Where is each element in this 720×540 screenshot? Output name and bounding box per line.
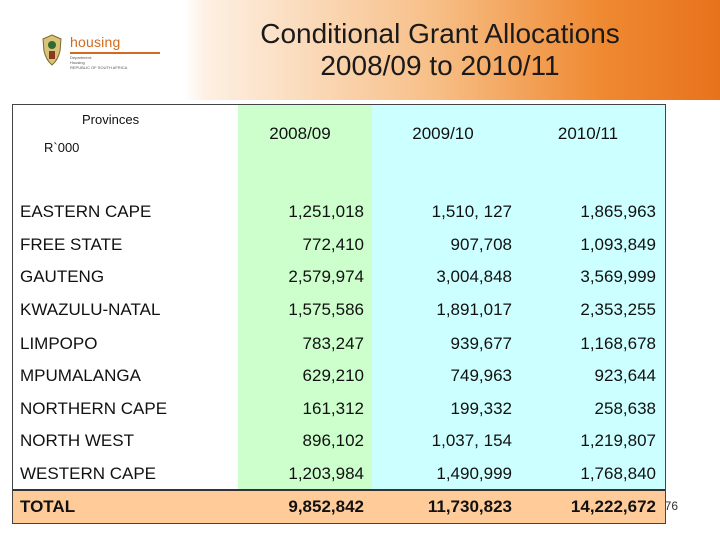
- province-name: GAUTENG: [20, 267, 105, 286]
- province-name: EASTERN CAPE: [20, 202, 152, 221]
- province-name: LIMPOPO: [20, 334, 98, 353]
- value-2008-09: 783,247: [302, 334, 364, 353]
- value-2010-11: 1,768,840: [580, 464, 656, 483]
- table-row: GAUTENG 2,579,974 3,004,848 3,569,999: [0, 267, 720, 299]
- table-row: NORTHERN CAPE 161,312 199,332 258,638: [0, 399, 720, 431]
- value-2009-10: 907,708: [450, 235, 512, 254]
- province-column-bg: [12, 104, 238, 490]
- value-2009-10: 199,332: [450, 399, 512, 418]
- header-unit: R`000: [44, 140, 80, 155]
- value-2009-10: 749,963: [450, 366, 512, 385]
- value-2009-10: 1,037, 154: [431, 431, 512, 450]
- value-2010-11: 1,168,678: [580, 334, 656, 353]
- table-row: NORTH WEST 896,102 1,037, 154 1,219,807: [0, 431, 720, 463]
- logo-sub-department: Department:: [70, 55, 93, 60]
- value-2008-09: 1,575,586: [288, 300, 364, 319]
- value-2008-09: 1,203,984: [288, 464, 364, 483]
- year-2009-2010-columns-bg: [372, 104, 666, 490]
- value-2008-09: 1,251,018: [288, 202, 364, 221]
- value-2010-11: 3,569,999: [580, 267, 656, 286]
- table-row: WESTERN CAPE 1,203,984 1,490,999 1,768,8…: [0, 464, 720, 496]
- header-provinces: Provinces: [82, 112, 140, 127]
- province-name: NORTH WEST: [20, 431, 134, 450]
- logo-sub-housing: Housing: [70, 60, 85, 65]
- table-row: KWAZULU-NATAL 1,575,586 1,891,017 2,353,…: [0, 300, 720, 332]
- value-2008-09: 896,102: [302, 431, 364, 450]
- province-name: FREE STATE: [20, 235, 123, 254]
- logo-underline: [70, 52, 160, 54]
- value-2008-09: 772,410: [302, 235, 364, 254]
- province-name: MPUMALANGA: [20, 366, 141, 385]
- header-band: [0, 0, 720, 100]
- header-year-2008-09: 2008/09: [269, 124, 331, 143]
- title-line-2: 2008/09 to 2010/11: [320, 50, 560, 81]
- coat-of-arms-icon: [42, 34, 62, 66]
- value-2009-10: 939,677: [450, 334, 512, 353]
- table-row: EASTERN CAPE 1,251,018 1,510, 127 1,865,…: [0, 202, 720, 234]
- value-2009-10: 3,004,848: [436, 267, 512, 286]
- total-label: TOTAL: [20, 497, 76, 516]
- housing-logo: housing Department: Housing REPUBLIC OF …: [40, 34, 160, 72]
- value-2009-10: 1,891,017: [436, 300, 512, 319]
- value-2009-10: 1,490,999: [436, 464, 512, 483]
- value-2010-11: 2,353,255: [580, 300, 656, 319]
- province-name: KWAZULU-NATAL: [20, 300, 161, 319]
- table-row: MPUMALANGA 629,210 749,963 923,644: [0, 366, 720, 398]
- total-2010-11: 14,222,672: [570, 497, 656, 516]
- year-2008-column-bg: [238, 104, 372, 490]
- value-2010-11: 258,638: [594, 399, 656, 418]
- value-2010-11: 1,093,849: [580, 235, 656, 254]
- header-year-2009-10: 2009/10: [412, 124, 474, 143]
- value-2010-11: 1,219,807: [580, 431, 656, 450]
- slide-title: Conditional Grant Allocations 2008/09 to…: [180, 18, 700, 82]
- value-2008-09: 629,210: [302, 366, 364, 385]
- value-2010-11: 1,865,963: [580, 202, 656, 221]
- province-name: NORTHERN CAPE: [20, 399, 168, 418]
- table-row: FREE STATE 772,410 907,708 1,093,849: [0, 235, 720, 267]
- value-2008-09: 161,312: [302, 399, 364, 418]
- value-2010-11: 923,644: [594, 366, 656, 385]
- total-2009-10: 11,730,823: [427, 497, 512, 516]
- table-row: LIMPOPO 783,247 939,677 1,168,678: [0, 334, 720, 366]
- table-frame: [12, 104, 666, 524]
- title-line-1: Conditional Grant Allocations: [260, 18, 620, 49]
- total-row-bg: [12, 490, 666, 524]
- total-divider: [12, 489, 666, 491]
- header-year-2010-11: 2010/11: [557, 124, 619, 143]
- province-name: WESTERN CAPE: [20, 464, 157, 483]
- logo-sub-republic: REPUBLIC OF SOUTH AFRICA: [70, 65, 128, 70]
- value-2008-09: 2,579,974: [288, 267, 364, 286]
- total-row: TOTAL 9,852,842 11,730,823 14,222,672: [0, 497, 720, 529]
- value-2009-10: 1,510, 127: [431, 202, 512, 221]
- total-2008-09: 9,852,842: [288, 497, 364, 516]
- page-number: 76: [664, 499, 678, 513]
- logo-wordmark: housing: [70, 34, 121, 50]
